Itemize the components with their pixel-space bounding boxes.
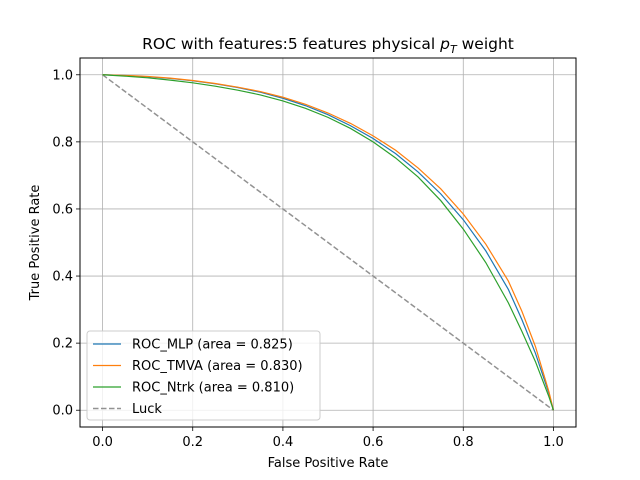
x-tick-label: 0.2 — [182, 435, 203, 450]
ticks: 0.0 0.2 0.4 0.6 0.8 1.0 0.0 0.2 0.4 0.6 0.8 1.0 — [52, 68, 563, 450]
y-tick-label: 0.6 — [52, 202, 73, 217]
chart-title: ROC with features:5 features physical pT… — [142, 35, 514, 56]
x-tick-label: 1.0 — [543, 435, 564, 450]
y-tick-label: 0.0 — [52, 404, 73, 419]
y-tick-label: 1.0 — [52, 68, 73, 83]
series-line-roc-tmva — [102, 74, 555, 411]
legend-label: Luck — [132, 402, 162, 417]
series-line-luck — [102, 74, 554, 411]
series-line-roc-ntrk — [102, 74, 555, 411]
x-axis-label: False Positive Rate — [268, 456, 389, 471]
axes-frame — [79, 57, 577, 428]
x-tick-label: 0.6 — [363, 435, 384, 450]
legend-label: ROC_Ntrk (area = 0.810) — [132, 381, 294, 396]
x-tick-label: 0.8 — [453, 435, 474, 450]
chart-title-math-subscript: T — [450, 43, 458, 56]
chart-title-text: ROC with features:5 features physical — [142, 35, 440, 53]
series-lines — [102, 74, 555, 411]
chart-title-math-symbol: p — [439, 35, 450, 53]
y-axis-label: True Positive Rate — [28, 185, 43, 302]
legend: ROC_MLP (area = 0.825) ROC_TMVA (area = 0… — [86, 330, 321, 421]
y-tick-label: 0.4 — [52, 270, 73, 285]
y-tick-label: 0.2 — [52, 337, 73, 352]
y-tick-label: 0.8 — [52, 135, 73, 150]
x-tick-label: 0.0 — [92, 435, 113, 450]
chart-title-suffix: weight — [457, 35, 514, 53]
legend-box — [86, 330, 321, 421]
x-tick-label: 0.4 — [273, 435, 294, 450]
legend-label: ROC_MLP (area = 0.825) — [132, 338, 293, 353]
legend-label: ROC_TMVA (area = 0.830) — [132, 359, 303, 374]
